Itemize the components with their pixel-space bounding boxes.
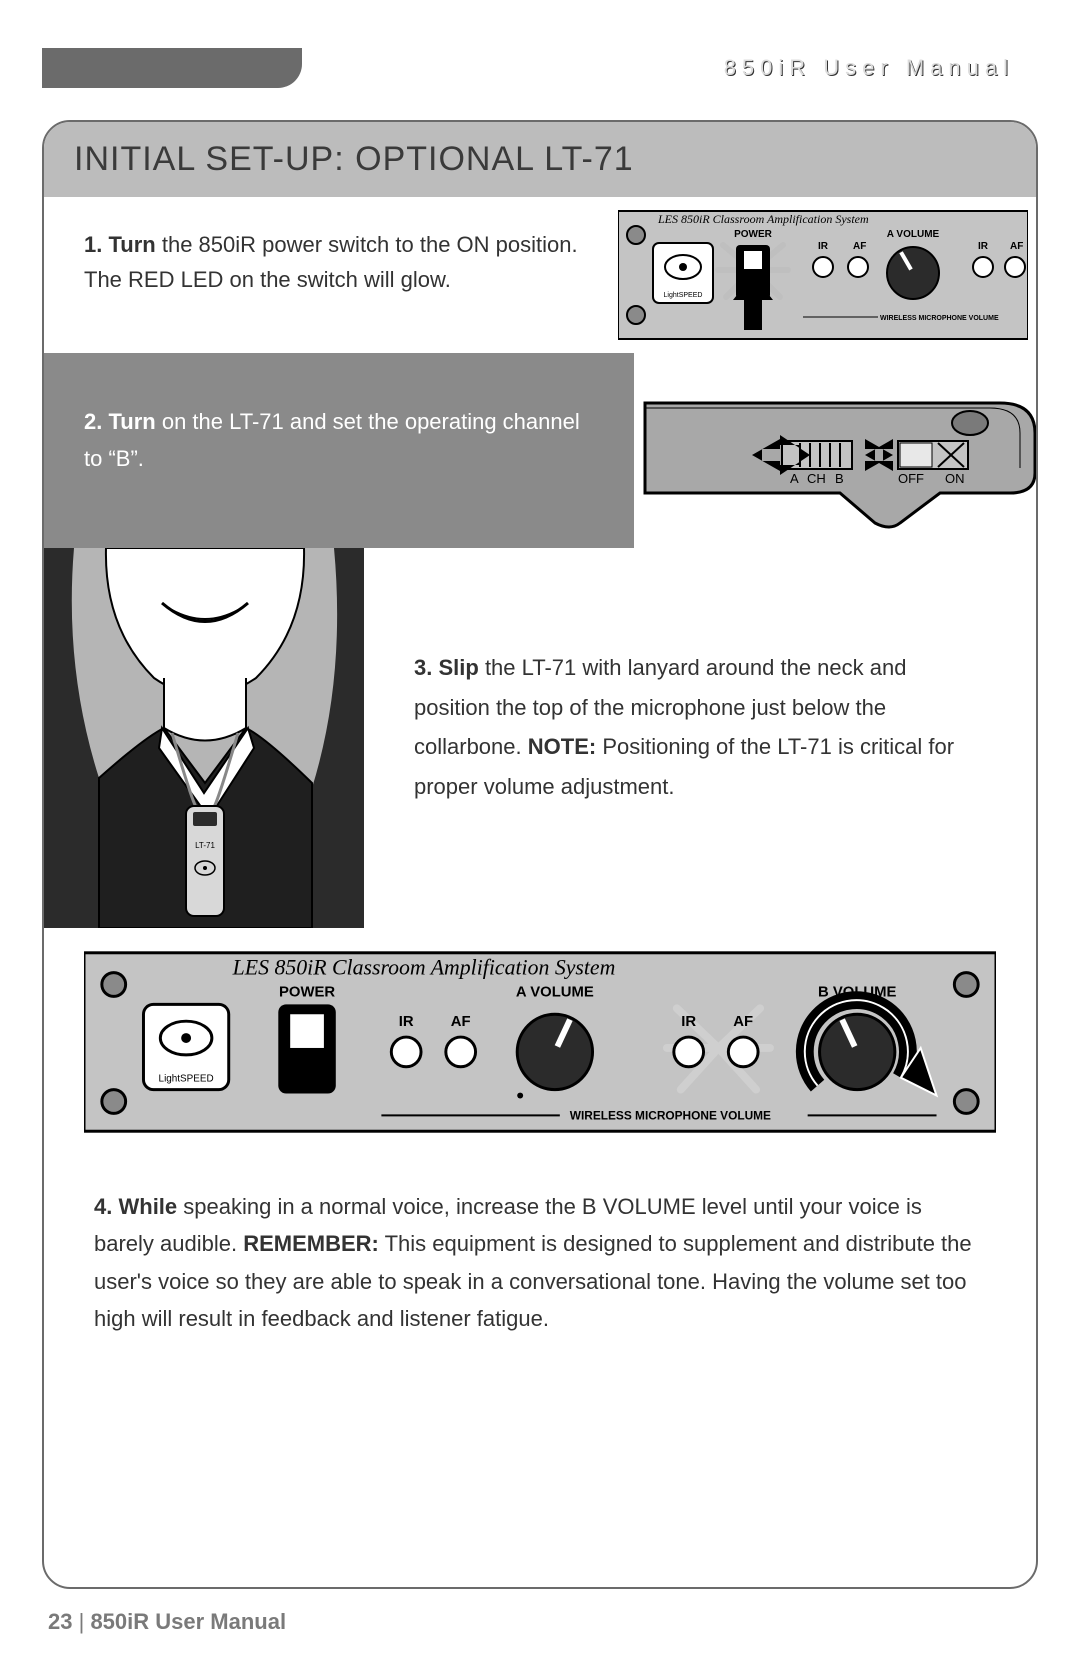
- svg-text:AF: AF: [1010, 241, 1023, 252]
- amplifier-panel: LES 850iR Classroom Amplification System…: [84, 948, 996, 1138]
- step-3-text: 3. Slip the LT-71 with lanyard around th…: [364, 548, 1036, 928]
- svg-text:A VOLUME: A VOLUME: [516, 984, 594, 1000]
- step-1-rest: the 850iR power switch to the ON positio…: [84, 232, 578, 292]
- step-1-num: 1.: [84, 232, 102, 257]
- page-footer: 23 | 850iR User Manual: [48, 1609, 286, 1635]
- step-1-illustration: LES 850iR Classroom Amplification System…: [618, 205, 1028, 345]
- content-card: INITIAL SET-UP: OPTIONAL LT-71 1. Turn t…: [42, 120, 1038, 1589]
- svg-text:IR: IR: [399, 1014, 414, 1030]
- svg-text:WIRELESS MICROPHONE VOLUME: WIRELESS MICROPHONE VOLUME: [570, 1108, 771, 1122]
- step-1: 1. Turn the 850iR power switch to the ON…: [44, 197, 1036, 353]
- step-2: 2. Turn on the LT-71 and set the operati…: [44, 353, 1036, 548]
- svg-text:POWER: POWER: [734, 229, 773, 240]
- step-3-illustration: LT-71: [44, 548, 364, 928]
- svg-text:OFF: OFF: [898, 471, 924, 486]
- step-2-lead: Turn: [108, 409, 155, 434]
- step-2-illustration: A CH B OFF ON: [634, 353, 1036, 548]
- svg-text:AF: AF: [451, 1014, 471, 1030]
- svg-text:LightSPEED: LightSPEED: [159, 1074, 214, 1085]
- step-1-text: 1. Turn the 850iR power switch to the ON…: [44, 197, 618, 353]
- footer-sep: |: [72, 1609, 90, 1634]
- header-tab: [42, 48, 302, 88]
- svg-text:LT-71: LT-71: [195, 841, 215, 850]
- footer-title: 850iR User Manual: [90, 1609, 286, 1634]
- section-title: INITIAL SET-UP: OPTIONAL LT-71: [44, 122, 1036, 197]
- svg-text:IR: IR: [978, 241, 989, 252]
- header-manual-title: 850iR User Manual: [724, 55, 1014, 81]
- step-1-lead: Turn: [108, 232, 155, 257]
- svg-text:ON: ON: [945, 471, 965, 486]
- svg-text:IR: IR: [681, 1014, 696, 1030]
- svg-text:WIRELESS MICROPHONE VOLUME: WIRELESS MICROPHONE VOLUME: [880, 315, 999, 322]
- step-3-lead: Slip: [438, 655, 478, 680]
- step-4-remember-label: REMEMBER:: [243, 1231, 379, 1256]
- step-2-text: 2. Turn on the LT-71 and set the operati…: [44, 353, 634, 548]
- step-4-lead: While: [118, 1194, 177, 1219]
- svg-text:A VOLUME: A VOLUME: [887, 229, 940, 240]
- footer-page: 23: [48, 1609, 72, 1634]
- step-3-note-label: NOTE:: [528, 734, 596, 759]
- step-3-num: 3.: [414, 655, 432, 680]
- svg-text:IR: IR: [818, 241, 829, 252]
- svg-text:A: A: [790, 471, 799, 486]
- step-2-num: 2.: [84, 409, 102, 434]
- svg-text:LightSPEED: LightSPEED: [664, 292, 703, 299]
- svg-text:AF: AF: [853, 241, 866, 252]
- amp-title: LES 850iR Classroom Amplification System: [232, 956, 616, 980]
- svg-text:B: B: [835, 471, 844, 486]
- step-2-rest: on the LT-71 and set the operating chann…: [84, 409, 580, 471]
- svg-text:POWER: POWER: [279, 984, 335, 1000]
- step-4-num: 4.: [94, 1194, 112, 1219]
- amp-title-small: LES 850iR Classroom Amplification System: [657, 212, 869, 226]
- svg-text:CH: CH: [807, 471, 826, 486]
- step-4-text: 4. While speaking in a normal voice, inc…: [44, 1158, 1036, 1378]
- step-3: LT-71 3. Slip the LT-71 with lanyard aro…: [44, 548, 1036, 928]
- svg-text:AF: AF: [733, 1014, 753, 1030]
